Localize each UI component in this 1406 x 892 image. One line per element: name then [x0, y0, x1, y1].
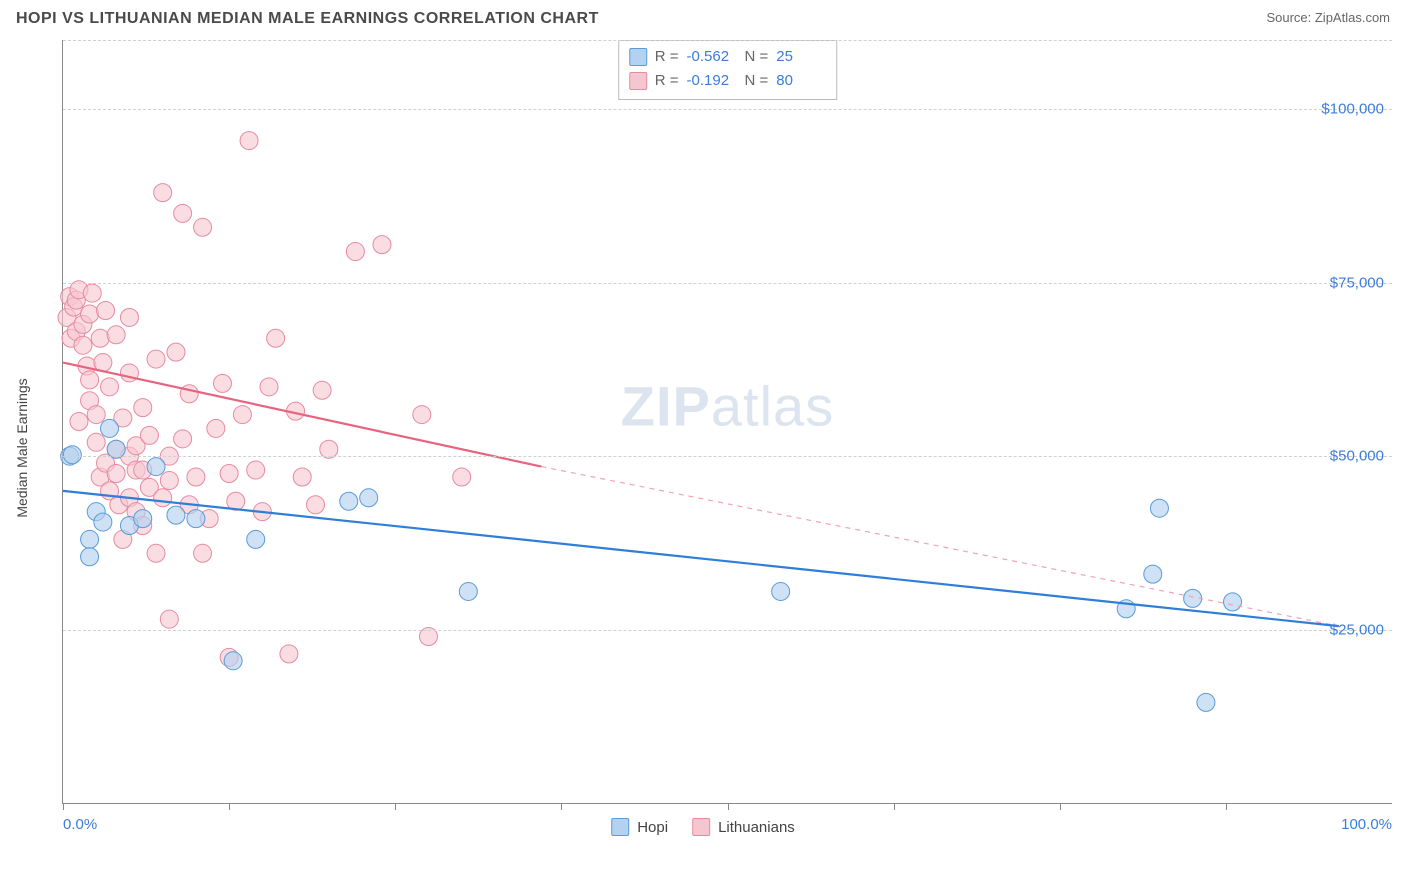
data-point	[224, 652, 242, 670]
data-point	[233, 406, 251, 424]
data-point	[147, 458, 165, 476]
data-point	[81, 548, 99, 566]
x-tick	[894, 803, 895, 810]
x-axis-min-label: 0.0%	[63, 816, 97, 833]
data-point	[167, 506, 185, 524]
y-tick-label: $50,000	[1330, 448, 1384, 465]
chart-title: HOPI VS LITHUANIAN MEDIAN MALE EARNINGS …	[16, 10, 599, 28]
data-point	[260, 378, 278, 396]
gridline	[63, 40, 1392, 41]
data-point	[160, 471, 178, 489]
x-tick	[395, 803, 396, 810]
data-point	[180, 385, 198, 403]
data-point	[313, 381, 331, 399]
data-point	[70, 413, 88, 431]
data-point	[94, 513, 112, 531]
data-point	[1224, 593, 1242, 611]
data-point	[187, 510, 205, 528]
data-point	[147, 350, 165, 368]
y-tick-label: $100,000	[1321, 101, 1384, 118]
data-point	[453, 468, 471, 486]
legend: Hopi Lithuanians	[611, 818, 795, 836]
chart-container: Median Male Earnings ZIPatlas R = -0.562…	[14, 40, 1392, 840]
data-point	[1150, 499, 1168, 517]
data-point	[220, 465, 238, 483]
y-tick-label: $25,000	[1330, 621, 1384, 638]
data-point	[63, 446, 81, 464]
plot-area: ZIPatlas R = -0.562 N = 25 R = -0.192 N …	[62, 40, 1392, 804]
data-point	[107, 326, 125, 344]
data-point	[1144, 565, 1162, 583]
data-point	[101, 419, 119, 437]
data-point	[81, 530, 99, 548]
x-axis-max-label: 100.0%	[1341, 816, 1392, 833]
data-point	[194, 544, 212, 562]
source-attribution: Source: ZipAtlas.com	[1266, 10, 1390, 25]
gridline	[63, 109, 1392, 110]
x-tick	[728, 803, 729, 810]
data-point	[340, 492, 358, 510]
data-point	[147, 544, 165, 562]
lithuanians-legend-swatch-icon	[692, 818, 710, 836]
data-point	[91, 329, 109, 347]
data-point	[87, 433, 105, 451]
regression-line	[541, 467, 1338, 627]
legend-item-hopi: Hopi	[611, 818, 668, 836]
data-point	[187, 468, 205, 486]
data-point	[87, 406, 105, 424]
legend-item-lithuanians: Lithuanians	[692, 818, 795, 836]
data-point	[167, 343, 185, 361]
data-point	[207, 419, 225, 437]
y-tick-label: $75,000	[1330, 274, 1384, 291]
data-point	[772, 582, 790, 600]
data-point	[174, 430, 192, 448]
x-tick	[1060, 803, 1061, 810]
data-point	[81, 371, 99, 389]
data-point	[174, 204, 192, 222]
data-point	[307, 496, 325, 514]
data-point	[134, 399, 152, 417]
data-point	[240, 132, 258, 150]
data-point	[107, 465, 125, 483]
data-point	[83, 284, 101, 302]
data-point	[160, 610, 178, 628]
data-point	[140, 426, 158, 444]
data-point	[267, 329, 285, 347]
legend-label: Hopi	[637, 819, 668, 836]
data-point	[154, 489, 172, 507]
regression-line	[63, 491, 1339, 626]
gridline	[63, 456, 1392, 457]
data-point	[247, 461, 265, 479]
data-point	[194, 218, 212, 236]
data-point	[360, 489, 378, 507]
data-point	[134, 510, 152, 528]
data-point	[81, 305, 99, 323]
legend-label: Lithuanians	[718, 819, 795, 836]
gridline	[63, 283, 1392, 284]
data-point	[247, 530, 265, 548]
data-point	[1197, 693, 1215, 711]
hopi-legend-swatch-icon	[611, 818, 629, 836]
data-point	[101, 378, 119, 396]
scatter-svg	[63, 40, 1392, 803]
data-point	[346, 243, 364, 261]
data-point	[154, 184, 172, 202]
data-point	[213, 374, 231, 392]
gridline	[63, 630, 1392, 631]
x-tick	[63, 803, 64, 810]
data-point	[74, 336, 92, 354]
x-tick	[561, 803, 562, 810]
data-point	[373, 236, 391, 254]
x-tick	[229, 803, 230, 810]
x-tick	[1226, 803, 1227, 810]
data-point	[97, 302, 115, 320]
y-axis-label: Median Male Earnings	[14, 378, 30, 517]
data-point	[280, 645, 298, 663]
data-point	[120, 308, 138, 326]
data-point	[459, 582, 477, 600]
data-point	[413, 406, 431, 424]
data-point	[293, 468, 311, 486]
